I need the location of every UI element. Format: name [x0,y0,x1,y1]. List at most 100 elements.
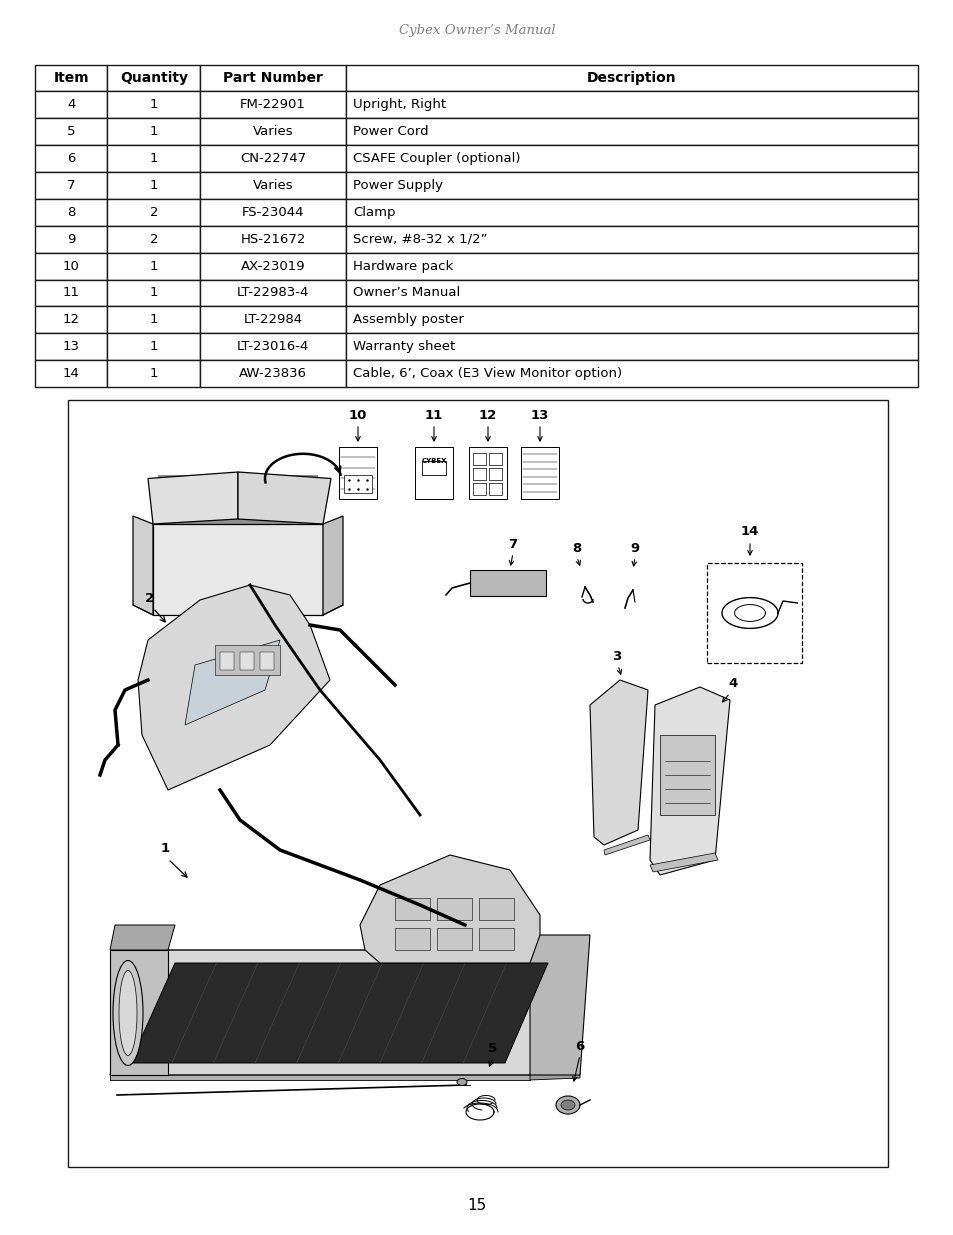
Text: Quantity: Quantity [120,72,188,85]
Text: Owner’s Manual: Owner’s Manual [353,287,459,299]
Bar [108,226,200,253]
Polygon shape [130,963,547,1063]
Bar [345,226,917,253]
Polygon shape [323,516,343,615]
Text: Hardware pack: Hardware pack [353,259,453,273]
Bar [108,65,200,91]
Text: FM-22901: FM-22901 [240,99,306,111]
Text: Part Number: Part Number [223,72,322,85]
Polygon shape [110,925,174,950]
Bar [473,468,485,480]
Polygon shape [148,472,237,524]
Text: 7: 7 [67,179,75,191]
Text: 7: 7 [508,538,517,551]
Bar [108,172,200,199]
Bar [35,306,108,333]
Bar [520,447,558,499]
Text: 2: 2 [150,232,158,246]
Bar [345,306,917,333]
Text: HS-21672: HS-21672 [240,232,305,246]
Ellipse shape [556,1095,579,1114]
Text: 1: 1 [160,842,170,855]
Text: 5: 5 [488,1042,497,1055]
Bar [200,333,345,361]
Text: CYBEX: CYBEX [421,458,446,464]
Bar [200,119,345,146]
Polygon shape [603,835,649,855]
Text: 1: 1 [150,125,158,138]
Bar [35,91,108,119]
Bar [489,453,501,466]
Text: CSAFE Coupler (optional): CSAFE Coupler (optional) [353,152,519,165]
Text: 1: 1 [150,287,158,299]
Text: AX-23019: AX-23019 [240,259,305,273]
Bar [436,898,472,920]
Text: 1: 1 [150,99,158,111]
Polygon shape [110,950,168,1074]
Bar [35,333,108,361]
Bar [35,279,108,306]
Bar [436,927,472,950]
Polygon shape [530,1071,579,1079]
Bar [108,306,200,333]
Text: 1: 1 [150,340,158,353]
Bar [345,91,917,119]
Text: 11: 11 [63,287,80,299]
Bar [200,279,345,306]
Text: 14: 14 [740,525,759,538]
Text: 9: 9 [67,232,75,246]
Bar [108,199,200,226]
Bar [200,361,345,387]
Bar [260,652,274,671]
Text: LT-22984: LT-22984 [243,314,302,326]
Text: Description: Description [586,72,676,85]
Text: Screw, #8-32 x 1/2”: Screw, #8-32 x 1/2” [353,232,487,246]
Text: 8: 8 [572,542,581,555]
Text: 2: 2 [145,592,154,605]
Polygon shape [530,935,589,1074]
Bar [200,172,345,199]
Text: Varies: Varies [253,179,293,191]
Text: 14: 14 [63,367,79,380]
Text: LT-22983-4: LT-22983-4 [236,287,309,299]
Bar [35,361,108,387]
Text: 9: 9 [630,542,639,555]
Bar [200,226,345,253]
Bar [345,361,917,387]
Text: 1: 1 [150,259,158,273]
Bar [469,447,506,499]
Text: LT-23016-4: LT-23016-4 [236,340,309,353]
Ellipse shape [560,1100,575,1110]
Bar [415,447,453,499]
Text: 1: 1 [150,314,158,326]
Bar [35,226,108,253]
Bar [108,253,200,279]
Bar [707,563,801,663]
Bar [200,146,345,172]
Text: AW-23836: AW-23836 [238,367,307,380]
Polygon shape [152,524,323,615]
Bar [35,199,108,226]
Bar [220,652,233,671]
Bar [470,571,545,597]
Bar [200,65,345,91]
Ellipse shape [119,971,137,1056]
Text: 5: 5 [67,125,75,138]
Bar [35,146,108,172]
Bar [68,400,887,1167]
Polygon shape [110,950,579,1074]
Polygon shape [649,687,729,876]
Text: 13: 13 [530,409,549,422]
Text: Varies: Varies [253,125,293,138]
Bar [421,461,446,475]
Text: Item: Item [53,72,89,85]
Bar [489,468,501,480]
Bar [108,279,200,306]
Text: Assembly poster: Assembly poster [353,314,463,326]
Bar [345,199,917,226]
Text: 12: 12 [478,409,497,422]
Bar [478,927,514,950]
Bar [108,361,200,387]
Polygon shape [138,585,330,790]
Bar [345,146,917,172]
